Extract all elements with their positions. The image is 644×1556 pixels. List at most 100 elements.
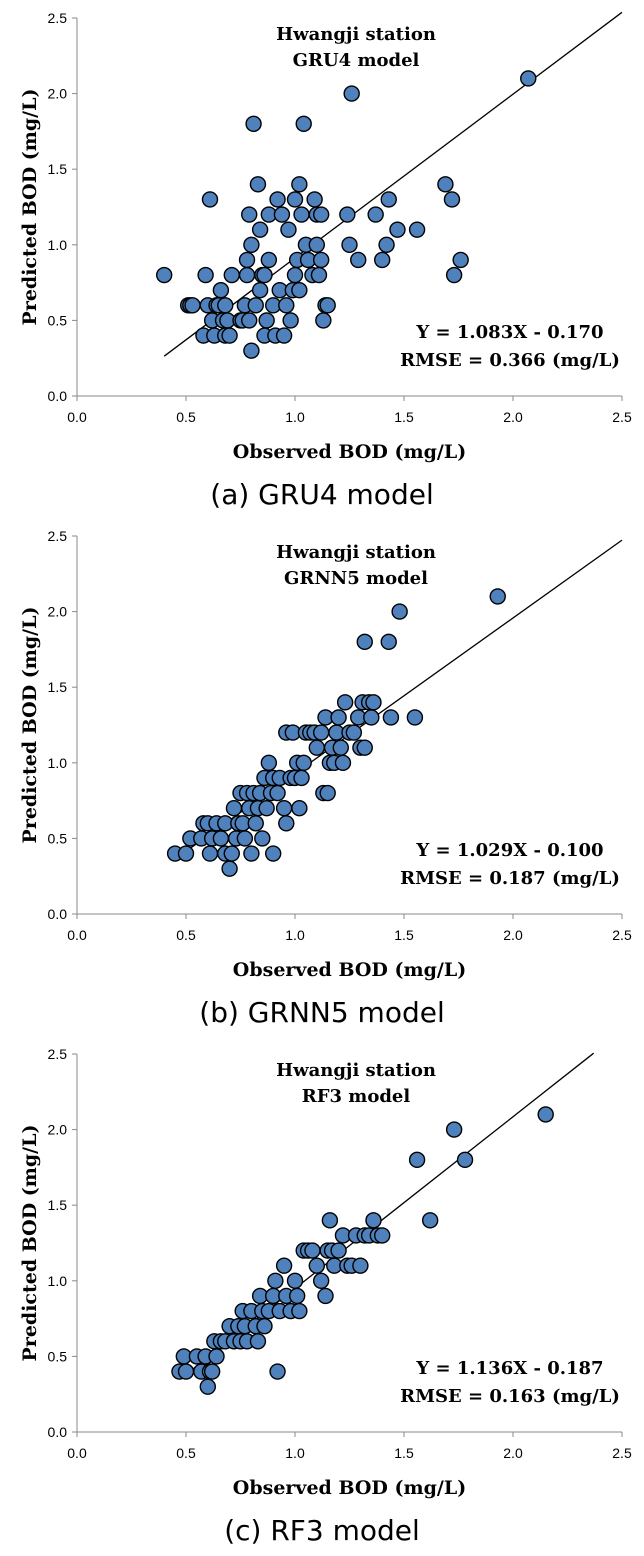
data-point xyxy=(352,1257,369,1274)
data-point xyxy=(295,115,312,133)
data-point xyxy=(288,1287,306,1305)
data-point xyxy=(330,709,347,726)
chart-subtitle: GRNN5 model xyxy=(284,568,428,589)
data-point xyxy=(223,266,240,284)
data-point xyxy=(223,845,240,862)
data-point xyxy=(304,1242,321,1259)
data-point xyxy=(306,191,323,208)
y-tick-label: 0.5 xyxy=(48,1348,68,1364)
y-tick-label: 0.0 xyxy=(48,906,68,922)
data-point xyxy=(537,1106,554,1123)
data-point xyxy=(378,236,395,254)
chart-panel-b: 0.0 0.5 1.0 1.5 2.0 2.5 0.0 0.5 1.0 1.5 2.0 2.5 Obse… xyxy=(0,518,644,1036)
scatter-plot-c: 0.0 0.5 1.0 1.5 2.0 2.5 0.0 0.5 1.0 1.5 2.0 2.5 Obse… xyxy=(19,1046,632,1499)
scatter-plot-b: 0.0 0.5 1.0 1.5 2.0 2.5 0.0 0.5 1.0 1.5 2.0 2.5 Obse… xyxy=(19,528,632,981)
data-point xyxy=(330,1242,347,1259)
data-point xyxy=(256,1317,273,1335)
data-point xyxy=(155,266,173,284)
x-tick-label: 1.0 xyxy=(285,1445,305,1461)
data-point xyxy=(437,176,454,193)
data-point xyxy=(374,1227,391,1244)
data-point xyxy=(269,1363,286,1380)
data-point xyxy=(269,191,286,208)
data-point xyxy=(421,1212,439,1229)
data-point xyxy=(251,281,269,299)
x-tick-label: 0.5 xyxy=(176,409,196,425)
data-point xyxy=(382,709,400,726)
caption-a: (a) GRU4 model xyxy=(210,478,434,511)
y-tick-label: 2.0 xyxy=(48,604,68,620)
x-axis-label: Observed BOD (mg/L) xyxy=(233,959,466,981)
data-point xyxy=(310,266,328,284)
data-point xyxy=(197,266,214,284)
regression-equation: Y = 1.029X - 0.100 xyxy=(415,840,603,861)
data-point xyxy=(265,845,282,862)
y-tick-label: 1.5 xyxy=(48,679,68,695)
data-point xyxy=(221,860,238,877)
data-point xyxy=(365,694,382,711)
data-point xyxy=(293,769,310,787)
data-point xyxy=(243,236,260,254)
data-point xyxy=(177,845,195,862)
data-point xyxy=(456,1151,474,1169)
data-point xyxy=(445,1121,463,1138)
data-point xyxy=(312,1272,330,1290)
data-point xyxy=(225,799,243,817)
rmse-label: RMSE = 0.163 (mg/L) xyxy=(400,1386,620,1407)
data-point xyxy=(221,327,238,344)
data-point xyxy=(293,206,310,223)
data-point xyxy=(258,799,275,817)
x-tick-label: 1.5 xyxy=(394,1445,414,1461)
data-point xyxy=(249,1333,267,1350)
y-axis-label: Predicted BOD (mg/L) xyxy=(19,89,41,326)
data-point xyxy=(389,221,406,238)
x-tick-label: 2.0 xyxy=(503,927,523,943)
data-point xyxy=(245,115,262,133)
data-point xyxy=(312,251,330,269)
y-tick-label: 1.0 xyxy=(48,237,68,253)
data-point xyxy=(275,799,293,817)
data-point xyxy=(275,1257,293,1274)
x-tick-label: 1.0 xyxy=(285,409,305,425)
x-tick-label: 2.5 xyxy=(612,927,632,943)
y-axis-label: Predicted BOD (mg/L) xyxy=(19,1125,41,1362)
data-point xyxy=(243,342,260,359)
data-point xyxy=(345,724,363,741)
data-point xyxy=(380,191,397,208)
data-point xyxy=(317,1287,334,1305)
data-point xyxy=(489,588,506,605)
y-tick-label: 0.5 xyxy=(48,830,68,846)
x-tick-label: 2.5 xyxy=(612,1445,632,1461)
data-point xyxy=(356,739,373,756)
data-point xyxy=(408,221,426,238)
data-point xyxy=(208,1348,225,1365)
data-point xyxy=(247,815,264,832)
data-point xyxy=(391,603,408,620)
data-point xyxy=(308,1257,325,1274)
x-tick-label: 2.0 xyxy=(503,1445,523,1461)
data-point xyxy=(241,312,258,329)
data-point xyxy=(308,739,325,756)
data-point xyxy=(520,70,537,87)
data-point xyxy=(291,281,308,299)
data-point xyxy=(408,1151,426,1169)
y-tick-label: 0.5 xyxy=(48,312,68,328)
regression-equation: Y = 1.136X - 0.187 xyxy=(415,1358,603,1379)
data-point xyxy=(267,1272,284,1290)
y-tick-label: 2.5 xyxy=(48,1046,68,1062)
data-point xyxy=(291,1302,308,1320)
data-point xyxy=(312,724,330,741)
y-axis-label: Predicted BOD (mg/L) xyxy=(19,607,41,844)
data-point xyxy=(254,830,271,847)
x-tick-label: 0.0 xyxy=(67,409,87,425)
chart-panel-c: 0.0 0.5 1.0 1.5 2.0 2.5 0.0 0.5 1.0 1.5 2.0 2.5 Obse… xyxy=(0,1036,644,1554)
data-point xyxy=(341,236,358,254)
y-tick-label: 1.5 xyxy=(48,1197,68,1213)
y-tick-label: 1.0 xyxy=(48,755,68,771)
data-point xyxy=(339,206,356,223)
data-point xyxy=(315,312,332,329)
data-point xyxy=(321,1212,339,1229)
data-point xyxy=(286,266,304,284)
x-tick-label: 0.5 xyxy=(176,927,196,943)
data-point xyxy=(380,633,397,651)
